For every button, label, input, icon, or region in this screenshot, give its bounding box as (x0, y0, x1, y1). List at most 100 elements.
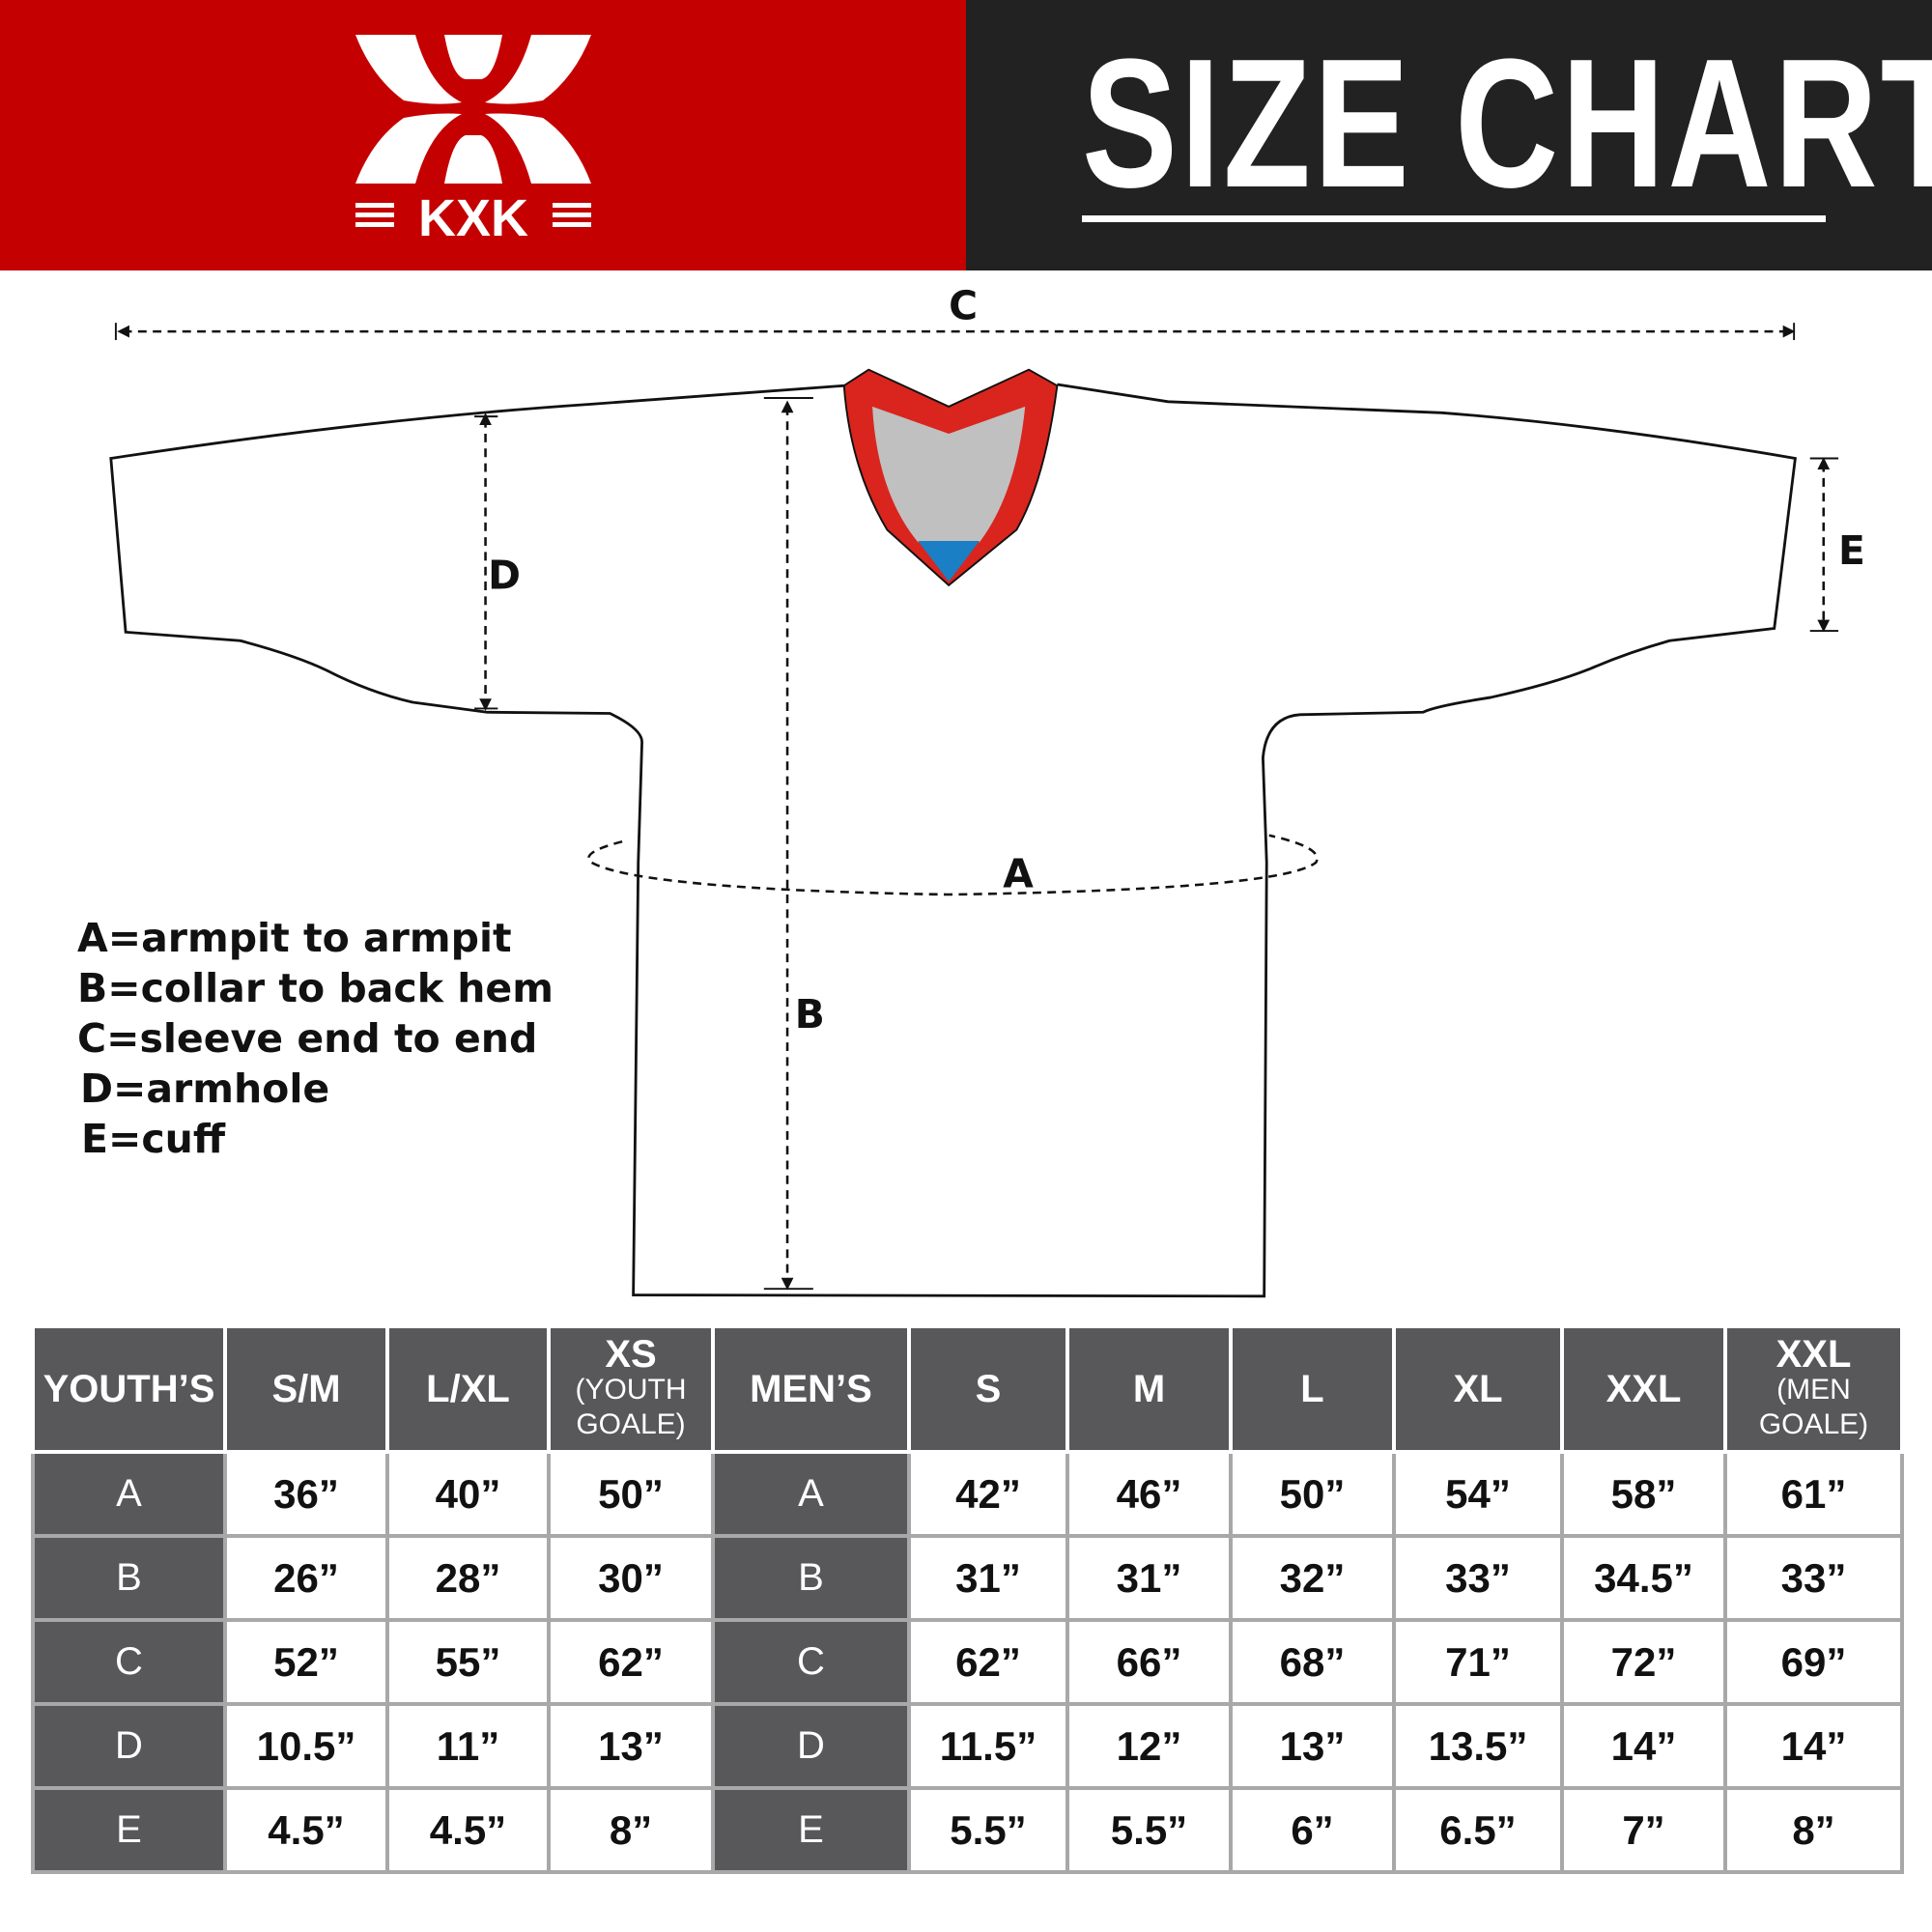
row-label: C (31, 1618, 227, 1706)
youth-value-cell: 28” (385, 1534, 551, 1622)
men-size-header: S (907, 1324, 1069, 1454)
men-size-header: XL (1392, 1324, 1564, 1454)
row-label: E (31, 1786, 227, 1874)
legend-item: A=armpit to armpit (77, 915, 512, 961)
row-label: A (711, 1450, 911, 1538)
men-value-cell: 5.5” (907, 1786, 1069, 1874)
men-value-cell: 46” (1065, 1450, 1233, 1538)
youth-value-cell: 4.5” (385, 1786, 551, 1874)
table-row: B 26” 28” 30” B 31” 31” 32” 33” 34.5” 33” (31, 1534, 1904, 1622)
men-value-cell: 33” (1392, 1534, 1564, 1622)
youth-value-cell: 52” (223, 1618, 389, 1706)
size-label: XXL (1776, 1333, 1852, 1376)
youth-header: YOUTH’S (31, 1324, 227, 1454)
men-value-cell: 71” (1392, 1618, 1564, 1706)
label-d: D (488, 553, 521, 599)
size-label: XS (605, 1333, 657, 1376)
youth-size-header: XS (YOUTH GOALE) (547, 1324, 715, 1454)
men-value-cell: 7” (1560, 1786, 1727, 1874)
label-e: E (1838, 527, 1865, 574)
men-value-cell: 31” (907, 1534, 1069, 1622)
size-label: XL (1453, 1368, 1503, 1410)
title-underline (1082, 215, 1826, 222)
men-size-header: XXL (MEN GOALE) (1723, 1324, 1904, 1454)
label-b: B (795, 991, 825, 1037)
measurement-legend: A=armpit to armpit B=collar to back hem … (77, 913, 554, 1164)
legend-item: D=armhole (80, 1065, 330, 1112)
men-value-cell: 11.5” (907, 1702, 1069, 1790)
table-header-row: YOUTH’S S/M L/XL XS (YOUTH GOALE) MEN’S S M L XL X… (31, 1324, 1904, 1454)
youth-value-cell: 30” (547, 1534, 715, 1622)
men-value-cell: 50” (1229, 1450, 1396, 1538)
youth-value-cell: 40” (385, 1450, 551, 1538)
men-header: MEN’S (711, 1324, 911, 1454)
men-size-header: L (1229, 1324, 1396, 1454)
row-label: C (711, 1618, 911, 1706)
men-size-header: M (1065, 1324, 1233, 1454)
row-label: A (31, 1450, 227, 1538)
men-value-cell: 66” (1065, 1618, 1233, 1706)
size-label: M (1132, 1368, 1166, 1410)
men-value-cell: 32” (1229, 1534, 1396, 1622)
table-row: D 10.5” 11” 13” D 11.5” 12” 13” 13.5” 14” 14” (31, 1702, 1904, 1790)
men-value-cell: 58” (1560, 1450, 1727, 1538)
kxk-logo: KXK (355, 35, 591, 242)
youth-size-header: L/XL (385, 1324, 551, 1454)
men-value-cell: 8” (1723, 1786, 1904, 1874)
youth-value-cell: 13” (547, 1702, 715, 1790)
men-value-cell: 54” (1392, 1450, 1564, 1538)
youth-value-cell: 8” (547, 1786, 715, 1874)
row-label: B (711, 1534, 911, 1622)
row-label: D (711, 1702, 911, 1790)
men-value-cell: 13.5” (1392, 1702, 1564, 1790)
size-table: YOUTH’S S/M L/XL XS (YOUTH GOALE) MEN’S S M L XL X… (31, 1324, 1904, 1874)
men-value-cell: 14” (1560, 1702, 1727, 1790)
size-label: S (975, 1368, 1002, 1410)
size-label: L (1300, 1368, 1324, 1410)
youth-value-cell: 26” (223, 1534, 389, 1622)
jersey-outline (109, 383, 1797, 1298)
size-label: S/M (271, 1368, 341, 1410)
youth-value-cell: 11” (385, 1702, 551, 1790)
measure-a-ellipse (587, 834, 1319, 896)
youth-value-cell: 62” (547, 1618, 715, 1706)
youth-value-cell: 10.5” (223, 1702, 389, 1790)
title-banner (966, 0, 1932, 270)
brand-wordmark: KXK (418, 189, 528, 242)
men-value-cell: 61” (1723, 1450, 1904, 1538)
men-value-cell: 33” (1723, 1534, 1904, 1622)
collar (842, 368, 1059, 587)
size-label: MEN’S (750, 1368, 872, 1410)
table-row: A 36” 40” 50” A 42” 46” 50” 54” 58” 61” (31, 1450, 1904, 1538)
youth-size-header: S/M (223, 1324, 389, 1454)
men-value-cell: 13” (1229, 1702, 1396, 1790)
men-value-cell: 62” (907, 1618, 1069, 1706)
men-value-cell: 31” (1065, 1534, 1233, 1622)
table-row: C 52” 55” 62” C 62” 66” 68” 71” 72” 69” (31, 1618, 1904, 1706)
men-value-cell: 12” (1065, 1702, 1233, 1790)
size-label: XXL (1605, 1368, 1682, 1410)
youth-value-cell: 36” (223, 1450, 389, 1538)
legend-item: B=collar to back hem (77, 965, 554, 1011)
size-sublabel: (MEN GOALE) (1758, 1374, 1869, 1440)
row-label: B (31, 1534, 227, 1622)
label-a: A (1003, 850, 1034, 896)
row-label: D (31, 1702, 227, 1790)
table-row: E 4.5” 4.5” 8” E 5.5” 5.5” 6” 6.5” 7” 8” (31, 1786, 1904, 1874)
label-c: C (949, 282, 978, 328)
youth-value-cell: 55” (385, 1618, 551, 1706)
legend-item: C=sleeve end to end (77, 1015, 538, 1062)
youth-value-cell: 50” (547, 1450, 715, 1538)
men-value-cell: 69” (1723, 1618, 1904, 1706)
men-value-cell: 14” (1723, 1702, 1904, 1790)
size-label: YOUTH’S (43, 1368, 215, 1410)
men-value-cell: 34.5” (1560, 1534, 1727, 1622)
men-value-cell: 68” (1229, 1618, 1396, 1706)
men-size-header: XXL (1560, 1324, 1727, 1454)
men-value-cell: 72” (1560, 1618, 1727, 1706)
row-label: E (711, 1786, 911, 1874)
size-label: L/XL (426, 1368, 510, 1410)
men-value-cell: 6.5” (1392, 1786, 1564, 1874)
size-sublabel: (YOUTH GOALE) (575, 1374, 687, 1440)
